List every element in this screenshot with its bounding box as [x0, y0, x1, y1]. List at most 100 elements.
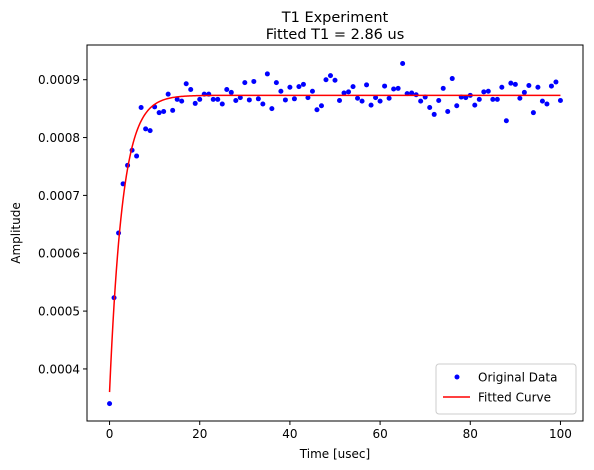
- y-tick-label: 0.0005: [38, 305, 80, 319]
- data-point: [512, 81, 518, 87]
- data-point: [107, 401, 113, 407]
- data-point: [548, 83, 554, 89]
- data-point: [228, 89, 234, 95]
- data-point: [219, 101, 225, 107]
- data-point: [400, 61, 406, 67]
- data-point: [192, 100, 198, 106]
- data-point: [530, 110, 536, 116]
- x-tick-label: 100: [549, 427, 572, 441]
- data-point: [224, 87, 230, 93]
- data-point: [341, 90, 347, 96]
- data-point: [494, 96, 500, 102]
- data-point: [418, 98, 424, 104]
- legend-label-original-data: Original Data: [478, 371, 557, 385]
- data-point: [454, 103, 460, 109]
- data-point: [183, 81, 189, 87]
- data-point: [445, 109, 451, 115]
- data-point: [364, 82, 370, 88]
- data-point: [391, 86, 397, 92]
- data-point: [287, 84, 293, 90]
- data-point: [156, 110, 162, 116]
- data-point: [260, 101, 266, 107]
- data-point: [557, 98, 563, 104]
- x-axis: 0 20 40 60 80 100: [106, 421, 572, 441]
- legend-marker-original-data: [454, 374, 460, 380]
- y-tick-label: 0.0007: [38, 189, 80, 203]
- data-point: [246, 97, 252, 103]
- data-point: [544, 101, 550, 107]
- data-point: [197, 96, 203, 102]
- data-point: [499, 84, 505, 90]
- data-point: [282, 97, 288, 103]
- chart-title-line2: Fitted T1 = 2.86 us: [266, 27, 405, 43]
- data-point: [134, 153, 140, 159]
- y-axis-label: Amplitude: [9, 202, 23, 264]
- axes-frame: [86, 44, 584, 422]
- data-point: [210, 96, 216, 102]
- data-point: [165, 91, 171, 97]
- x-tick-label: 60: [372, 427, 387, 441]
- y-tick-label: 0.0004: [38, 362, 80, 376]
- data-point: [255, 96, 261, 102]
- fitted-curve-line: [108, 94, 561, 393]
- data-point: [215, 96, 221, 102]
- data-point: [143, 126, 149, 132]
- data-point: [179, 98, 185, 104]
- data-point: [278, 88, 284, 94]
- data-point: [350, 84, 356, 90]
- data-point: [368, 102, 374, 108]
- data-point: [382, 83, 388, 89]
- data-point: [355, 95, 361, 101]
- data-point: [242, 80, 248, 86]
- data-point: [309, 88, 315, 94]
- data-point: [237, 95, 243, 101]
- data-point: [377, 98, 383, 104]
- data-point: [305, 95, 311, 101]
- data-point: [291, 96, 297, 102]
- data-point: [386, 95, 392, 101]
- data-point: [251, 78, 257, 84]
- data-point: [327, 73, 333, 79]
- plot-marks: [107, 61, 563, 407]
- data-point: [318, 103, 324, 109]
- data-point: [503, 118, 509, 124]
- data-point: [553, 79, 559, 85]
- legend-label-fitted-curve: Fitted Curve: [478, 391, 551, 405]
- data-point: [436, 98, 442, 104]
- x-axis-label: Time [usec]: [299, 447, 370, 461]
- y-tick-label: 0.0008: [38, 131, 80, 145]
- data-point: [526, 82, 532, 88]
- data-point: [233, 98, 239, 104]
- y-axis: 0.0004 0.0005 0.0006 0.0007 0.0008 0.0009: [38, 73, 87, 376]
- data-point: [485, 88, 491, 94]
- data-point: [517, 95, 523, 101]
- data-point: [188, 87, 194, 93]
- data-point: [476, 96, 482, 102]
- data-point: [300, 81, 306, 87]
- plot-area: [107, 61, 563, 407]
- data-point: [508, 80, 514, 86]
- x-tick-label: 20: [192, 427, 207, 441]
- data-point: [147, 128, 153, 134]
- data-point: [337, 98, 343, 104]
- x-tick-label: 80: [463, 427, 478, 441]
- data-point: [427, 104, 433, 110]
- x-tick-label: 40: [282, 427, 297, 441]
- data-point: [472, 102, 478, 108]
- x-tick-label: 0: [106, 427, 114, 441]
- data-point: [359, 98, 365, 104]
- data-point: [539, 98, 545, 104]
- data-point: [161, 109, 167, 115]
- data-point: [395, 85, 401, 91]
- data-point: [521, 89, 527, 95]
- data-point: [170, 107, 176, 113]
- legend: Original Data Fitted Curve: [435, 363, 577, 415]
- data-point: [264, 71, 270, 77]
- data-point: [449, 76, 455, 82]
- legend-box: [435, 363, 577, 415]
- chart-title-line1: T1 Experiment: [281, 10, 389, 26]
- data-point: [332, 77, 338, 83]
- data-point: [431, 111, 437, 117]
- data-point: [314, 107, 320, 113]
